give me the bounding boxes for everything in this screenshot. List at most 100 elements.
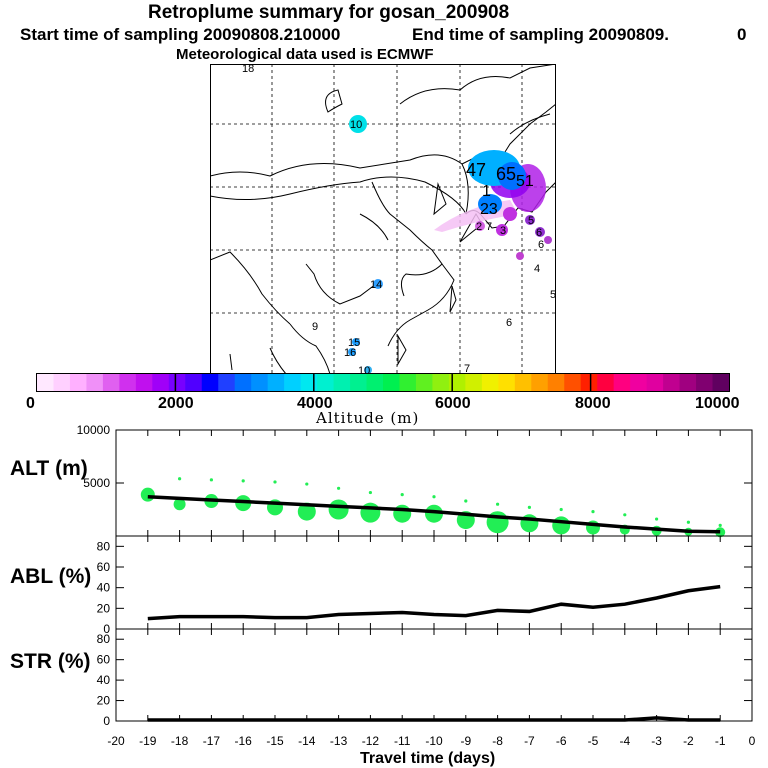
alt-upper-dot: [527, 505, 532, 509]
map-day-label: 4: [534, 263, 540, 275]
alt-bubble: [552, 516, 571, 535]
alt-bubble: [425, 504, 443, 523]
colorbar-swatch: [317, 374, 335, 391]
map-day-label: 2: [476, 221, 482, 233]
y-tick-label: 40: [97, 581, 111, 595]
y-tick-label: 60: [97, 653, 111, 667]
alt-bubble: [360, 502, 381, 523]
alt-upper-dot: [718, 523, 722, 527]
alt-upper-dot: [559, 507, 563, 512]
map-day-label: 9: [312, 321, 318, 333]
retroplume-map: 18 10 47 65 51 1 23 2 7 3 5 6 6 4 5 6 14…: [210, 64, 556, 374]
alt-bubble: [486, 511, 509, 534]
x-tick-label: -16: [235, 734, 253, 748]
colorbar-swatch: [613, 374, 631, 391]
map-day-label: 23: [480, 201, 498, 218]
x-tick-label: 0: [749, 734, 756, 748]
y-tick-label: 20: [97, 601, 111, 615]
alt-upper-dot: [273, 480, 277, 484]
colorbar-swatch: [185, 374, 203, 391]
x-tick-label: -2: [683, 734, 694, 748]
y-tick-label: 5000: [83, 476, 110, 490]
x-tick-label: -15: [266, 734, 284, 748]
colorbar-swatch: [234, 374, 252, 391]
y-tick-label: 40: [97, 673, 111, 687]
map-day-label: 10: [358, 365, 370, 374]
map-day-label: 65: [496, 164, 516, 184]
colorbar-swatch: [498, 374, 516, 391]
alt-upper-dot: [432, 495, 436, 499]
colorbar-swatch: [119, 374, 137, 391]
colorbar-swatch: [630, 374, 648, 391]
start-sampling-text: Start time of sampling 20090808.210000: [20, 25, 341, 44]
map-coastlines: [210, 64, 556, 374]
x-tick-label: -20: [107, 734, 125, 748]
colorbar-tick: 10000: [695, 395, 740, 412]
x-tick-label: -12: [362, 734, 380, 748]
colorbar-swatch: [284, 374, 302, 391]
colorbar-swatch: [383, 374, 400, 391]
colorbar-swatch: [597, 374, 615, 391]
alt-upper-dot: [368, 490, 372, 495]
map-frame: [210, 64, 556, 374]
colorbar-swatch: [547, 374, 565, 391]
map-day-label: 15: [348, 337, 360, 349]
plume-shapes: [348, 115, 552, 374]
y-tick-label: 0: [103, 622, 110, 636]
colorbar-tick: 2000: [158, 395, 194, 412]
alt-bubble: [140, 487, 155, 502]
map-day-label: 51: [516, 173, 534, 190]
colorbar-swatch: [465, 374, 483, 391]
colorbar-swatch: [580, 374, 598, 391]
x-tick-label: -5: [588, 734, 599, 748]
y-tick-label: 0: [103, 714, 110, 728]
colorbar-swatch: [564, 374, 582, 391]
alt-upper-dot: [686, 520, 691, 524]
colorbar-swatch: [86, 374, 104, 391]
alt-upper-dot: [209, 478, 213, 482]
alt-bubble: [715, 527, 726, 538]
alt-upper-dot: [241, 479, 245, 483]
map-day-label: 14: [370, 279, 382, 291]
colorbar-swatch: [679, 374, 697, 391]
alt-upper-dot: [591, 510, 595, 514]
colorbar-swatch: [663, 374, 681, 391]
colorbar-label: Altitude (m): [316, 409, 420, 427]
alt-mean-line: [147, 495, 721, 534]
colorbar-swatch: [135, 374, 153, 391]
panel-frame: [115, 628, 753, 722]
colorbar-swatch: [201, 374, 219, 391]
alt-upper-dot: [178, 477, 182, 481]
colorbar-swatch: [152, 374, 170, 391]
x-tick-label: -10: [425, 734, 443, 748]
x-tick-label: -1: [715, 734, 726, 748]
colorbar-swatch: [481, 374, 499, 391]
colorbar-swatch: [251, 374, 269, 391]
x-tick-label: -18: [171, 734, 189, 748]
alt-bubble: [173, 498, 186, 511]
map-day-label: 7: [486, 221, 492, 233]
colorbar-swatch: [399, 374, 417, 391]
map-day-label: 47: [466, 160, 486, 180]
x-tick-label: -19: [139, 734, 157, 748]
colorbar-swatch: [646, 374, 664, 391]
x-tick-label: -9: [460, 734, 471, 748]
colorbar-swatch: [333, 374, 351, 391]
end-sampling-suffix: 0: [737, 25, 747, 44]
map-day-label: 6: [506, 317, 512, 329]
map-day-label: 6: [538, 239, 544, 251]
map-day-label: 3: [500, 225, 506, 237]
map-day-label: 1: [482, 183, 491, 200]
alt-bubble: [328, 499, 349, 520]
map-day-label: 10: [350, 119, 362, 131]
map-day-label: 5: [550, 289, 556, 301]
map-day-label: 5: [528, 215, 534, 227]
colorbar-swatch: [69, 374, 87, 391]
x-tick-label: -14: [298, 734, 316, 748]
colorbar-swatch: [712, 374, 730, 391]
met-data-text: Meteorological data used is ECMWF: [176, 46, 434, 63]
x-tick-label: -13: [330, 734, 348, 748]
y-tick-label: 10000: [77, 423, 111, 437]
y-tick-label: 80: [97, 632, 111, 646]
